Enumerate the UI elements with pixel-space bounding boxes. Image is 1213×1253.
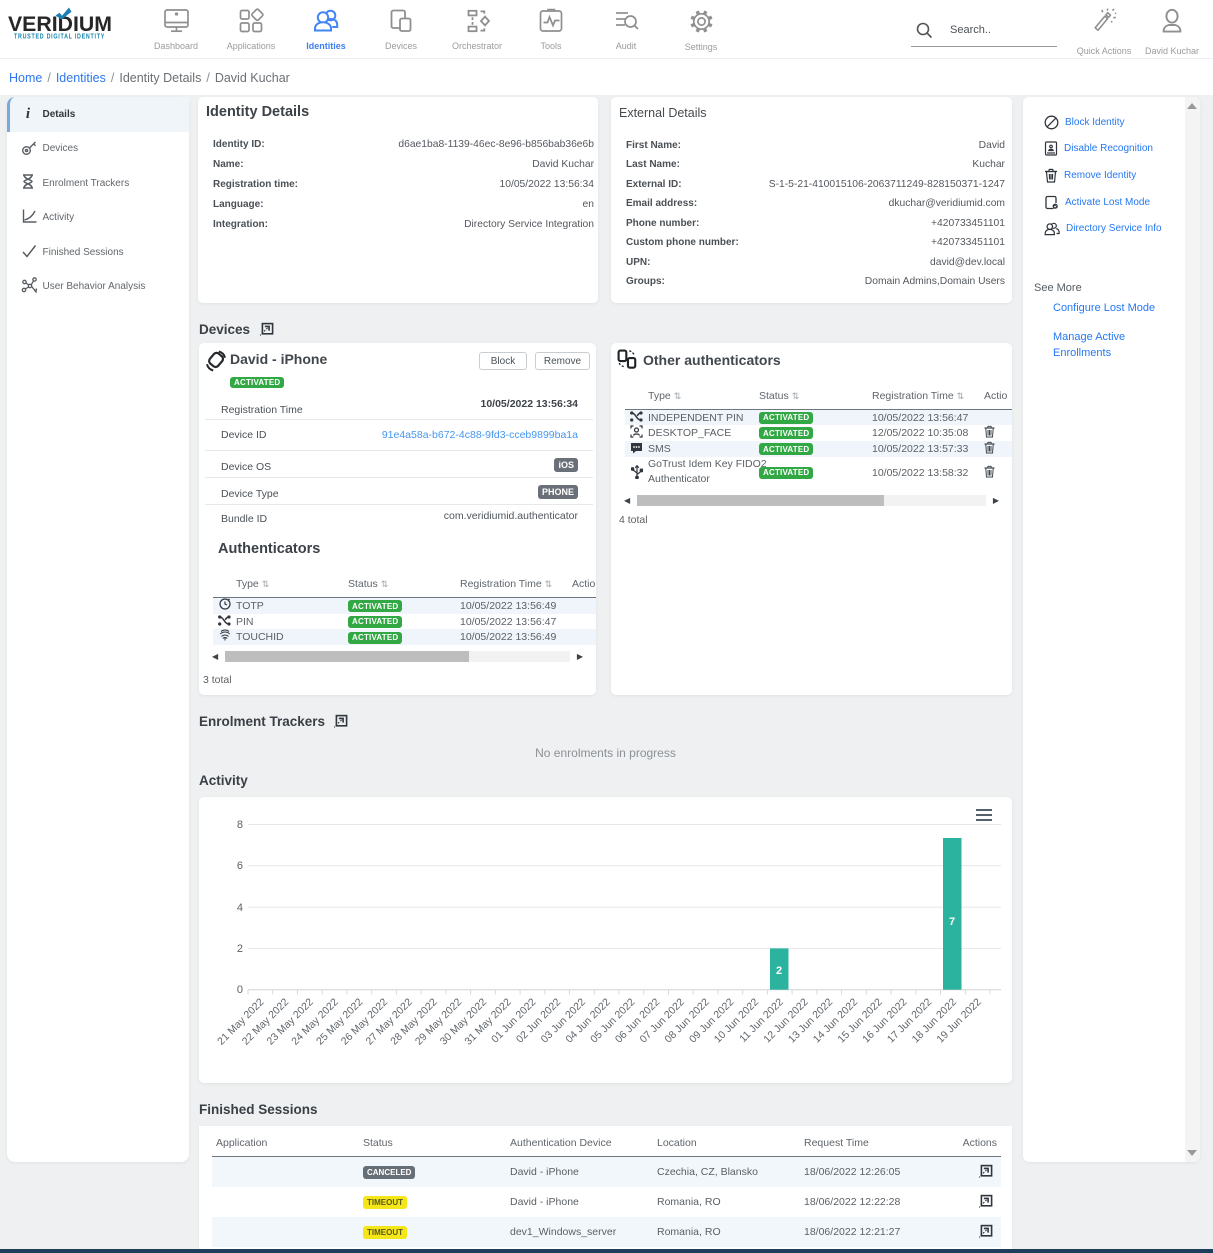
- svg-text:4: 4: [237, 902, 243, 914]
- svg-text:i: i: [26, 106, 31, 121]
- svg-text:8: 8: [237, 819, 243, 831]
- svg-text:2: 2: [237, 943, 243, 955]
- svg-text:7: 7: [949, 916, 955, 928]
- svg-text:TRUSTED DIGITAL IDENTITY: TRUSTED DIGITAL IDENTITY: [14, 32, 105, 41]
- svg-text:0: 0: [237, 984, 243, 996]
- svg-text:6: 6: [237, 860, 243, 872]
- svg-text:2: 2: [776, 965, 782, 977]
